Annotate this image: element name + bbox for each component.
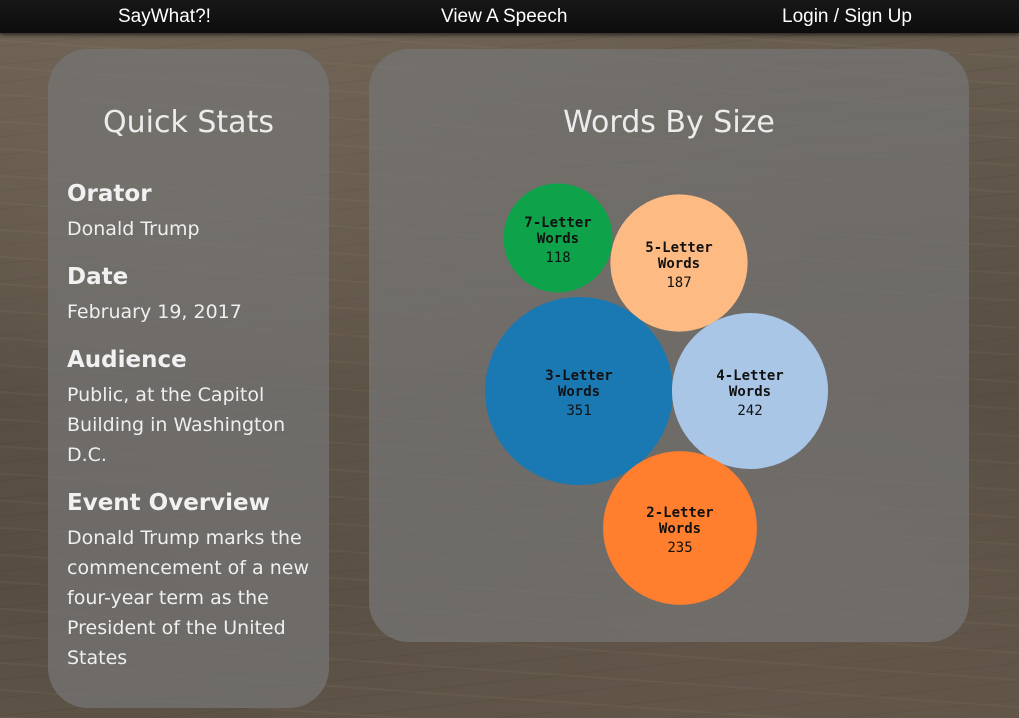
brand-link[interactable]: SayWhat?!: [118, 6, 211, 27]
2-letter-circle[interactable]: [603, 451, 757, 605]
audience-heading: Audience: [67, 347, 187, 373]
3-letter-value: 351: [566, 403, 591, 419]
2-letter-label-line2: Words: [659, 521, 701, 537]
view-speech-link[interactable]: View A Speech: [441, 6, 568, 27]
5-letter-label-line2: Words: [658, 256, 700, 272]
audience-value: Public, at the Capitol Building in Washi…: [67, 384, 286, 466]
7-letter-value: 118: [545, 250, 570, 266]
orator-heading: Orator: [67, 181, 152, 207]
7-letter-circle[interactable]: [503, 183, 613, 293]
4-letter-label-line2: Words: [729, 384, 771, 400]
orator-value: Donald Trump: [67, 218, 200, 240]
quick-stats-title: Quick Stats: [103, 105, 274, 140]
5-letter-label-line1: 5-Letter: [645, 240, 712, 256]
date-heading: Date: [67, 264, 129, 290]
chart-title: Words By Size: [563, 105, 775, 140]
words-by-size-panel: Words By Size 7-Letter Words 118 5-Letter Wo…: [369, 49, 969, 642]
3-letter-label-line2: Words: [558, 384, 600, 400]
event-overview-value: Donald Trump marks the commencement of a…: [67, 527, 309, 669]
7-letter-label-line2: Words: [537, 231, 579, 247]
bubble-chart: 7-LetterWords1185-LetterWords1873-Letter…: [485, 183, 829, 605]
5-letter-value: 187: [666, 275, 691, 291]
event-overview-heading: Event Overview: [67, 490, 270, 516]
7-letter-label-line1: 7-Letter: [524, 215, 591, 231]
login-signup-link[interactable]: Login / Sign Up: [782, 6, 912, 27]
4-letter-value: 242: [737, 403, 762, 419]
3-letter-circle[interactable]: [485, 297, 673, 485]
quick-stats-panel: Quick Stats Orator Donald Trump Date Feb…: [48, 49, 329, 708]
3-letter-label-line1: 3-Letter: [545, 368, 612, 384]
top-navbar: SayWhat?! View A Speech Login / Sign Up: [0, 0, 1019, 33]
5-letter-circle[interactable]: [610, 194, 748, 332]
date-value: February 19, 2017: [67, 301, 242, 323]
4-letter-label-line1: 4-Letter: [716, 368, 783, 384]
2-letter-label-line1: 2-Letter: [646, 505, 713, 521]
4-letter-circle[interactable]: [671, 312, 829, 470]
2-letter-value: 235: [667, 540, 692, 556]
